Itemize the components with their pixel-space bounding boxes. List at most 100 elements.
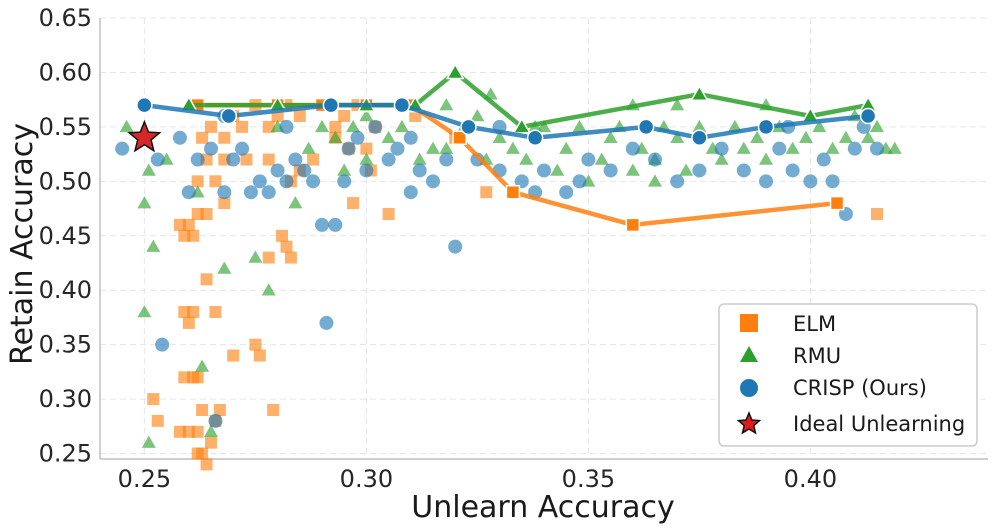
data-point	[319, 315, 334, 330]
data-point	[470, 109, 485, 122]
data-point	[261, 283, 276, 296]
data-point	[439, 98, 454, 111]
data-point	[859, 107, 877, 125]
data-point	[248, 250, 263, 263]
data-point	[603, 130, 618, 144]
data-point	[136, 96, 153, 114]
data-point	[368, 119, 383, 134]
data-point	[196, 404, 209, 416]
data-point	[572, 119, 587, 133]
data-point	[648, 174, 662, 187]
ideal-point	[127, 119, 162, 153]
data-point	[205, 120, 217, 133]
data-point	[603, 163, 618, 178]
data-point	[714, 141, 729, 156]
data-point	[204, 141, 218, 156]
data-point	[182, 316, 195, 329]
data-point	[679, 163, 694, 176]
data-point	[816, 152, 831, 167]
data-point	[119, 119, 134, 133]
data-point	[288, 196, 303, 209]
data-point	[226, 152, 241, 167]
data-point	[759, 152, 773, 165]
data-point	[261, 185, 276, 200]
data-point	[492, 130, 507, 144]
tick-labels: 0.25 0.30 0.35 0.40 0.25 0.30 0.35 0.40 0.45 0.50…	[39, 4, 838, 493]
data-point	[322, 96, 340, 114]
data-point	[253, 349, 266, 362]
data-point	[209, 175, 222, 188]
data-point	[505, 184, 521, 200]
legend-crisp-label: CRISP (Ours)	[793, 376, 927, 400]
data-point	[785, 163, 800, 178]
data-point	[426, 141, 440, 154]
legend-crisp-marker	[740, 379, 758, 397]
data-point	[181, 185, 196, 200]
data-point	[439, 141, 454, 154]
data-point	[648, 152, 662, 167]
data-point	[870, 141, 884, 156]
data-point	[141, 435, 156, 448]
data-point	[847, 141, 862, 156]
data-point	[190, 152, 205, 167]
legend-rmu-marker	[740, 346, 758, 362]
data-point	[692, 163, 707, 178]
data-point	[670, 174, 685, 189]
data-point	[412, 152, 427, 165]
data-point	[346, 119, 361, 133]
data-point	[825, 174, 840, 189]
data-point	[341, 141, 356, 156]
data-point	[559, 141, 574, 154]
data-point	[439, 152, 454, 167]
data-point	[293, 110, 306, 122]
data-point	[307, 153, 320, 166]
data-point	[887, 141, 902, 154]
data-point	[514, 174, 529, 189]
data-point	[690, 84, 709, 101]
data-point	[757, 118, 775, 136]
data-point	[594, 152, 609, 165]
data-point	[146, 239, 161, 252]
data-point	[262, 251, 275, 264]
data-point	[279, 174, 294, 189]
data-point	[315, 119, 329, 133]
data-point	[115, 141, 130, 156]
data-point	[403, 185, 418, 200]
data-point	[284, 251, 297, 264]
data-point	[445, 62, 465, 80]
data-point	[426, 174, 440, 189]
data-point	[381, 130, 396, 144]
data-point	[195, 359, 210, 372]
data-point	[505, 141, 520, 154]
data-point	[218, 131, 231, 144]
data-point	[390, 141, 405, 156]
data-point	[829, 195, 845, 211]
data-point	[393, 96, 411, 114]
data-point	[191, 175, 204, 188]
data-point	[572, 174, 587, 189]
legend-elm-label: ELM	[793, 312, 836, 336]
data-point	[861, 130, 876, 144]
data-point	[559, 185, 574, 200]
data-point	[512, 117, 532, 134]
data-point	[625, 141, 640, 156]
data-point	[267, 404, 280, 416]
data-point	[736, 163, 751, 178]
data-point	[200, 458, 213, 471]
frontier-lines	[136, 62, 878, 233]
data-point	[297, 163, 312, 178]
data-point	[191, 447, 204, 460]
data-point	[359, 109, 374, 122]
data-point	[151, 414, 164, 427]
data-point	[240, 153, 253, 166]
data-point	[200, 273, 213, 286]
data-point	[812, 119, 827, 133]
data-point	[150, 152, 165, 167]
x-tick-label: 0.40	[784, 465, 837, 493]
data-point	[172, 130, 187, 145]
data-point	[692, 119, 707, 133]
data-point	[315, 217, 329, 232]
data-point	[200, 208, 213, 220]
data-point	[637, 118, 655, 136]
